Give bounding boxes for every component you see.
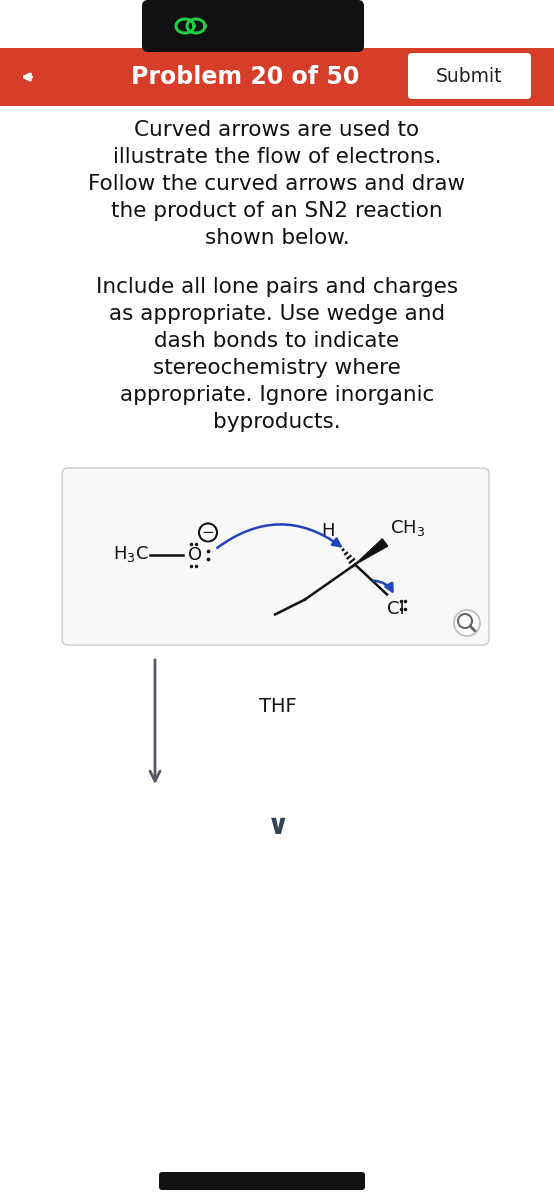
Text: O: O xyxy=(188,546,202,564)
Text: shown below.: shown below. xyxy=(204,228,350,248)
Polygon shape xyxy=(355,539,388,564)
Text: Submit: Submit xyxy=(436,66,502,85)
Text: H$_3$C: H$_3$C xyxy=(113,545,149,564)
Text: the product of an SN2 reaction: the product of an SN2 reaction xyxy=(111,200,443,221)
Circle shape xyxy=(454,610,480,636)
Text: appropriate. Ignore inorganic: appropriate. Ignore inorganic xyxy=(120,385,434,404)
Text: Follow the curved arrows and draw: Follow the curved arrows and draw xyxy=(89,174,465,194)
Text: as appropriate. Use wedge and: as appropriate. Use wedge and xyxy=(109,304,445,324)
FancyArrowPatch shape xyxy=(374,581,392,592)
FancyBboxPatch shape xyxy=(62,468,489,646)
FancyBboxPatch shape xyxy=(408,53,531,98)
FancyArrowPatch shape xyxy=(217,524,341,548)
FancyBboxPatch shape xyxy=(142,0,364,52)
Text: CH$_3$: CH$_3$ xyxy=(390,518,425,539)
Bar xyxy=(0,48,554,106)
Text: dash bonds to indicate: dash bonds to indicate xyxy=(155,331,399,350)
Text: Include all lone pairs and charges: Include all lone pairs and charges xyxy=(96,277,458,296)
Text: Cl: Cl xyxy=(387,600,404,618)
Text: Problem 20 of 50: Problem 20 of 50 xyxy=(131,65,359,89)
FancyBboxPatch shape xyxy=(159,1172,365,1190)
Text: THF: THF xyxy=(259,697,297,716)
Text: illustrate the flow of electrons.: illustrate the flow of electrons. xyxy=(112,146,442,167)
Text: −: − xyxy=(202,526,214,540)
Text: stereochemistry where: stereochemistry where xyxy=(153,358,401,378)
Circle shape xyxy=(199,523,217,541)
Text: Curved arrows are used to: Curved arrows are used to xyxy=(135,120,419,140)
Text: byproducts.: byproducts. xyxy=(213,412,341,432)
Text: H: H xyxy=(321,522,335,540)
Text: ∨: ∨ xyxy=(266,812,289,840)
Circle shape xyxy=(458,614,472,628)
